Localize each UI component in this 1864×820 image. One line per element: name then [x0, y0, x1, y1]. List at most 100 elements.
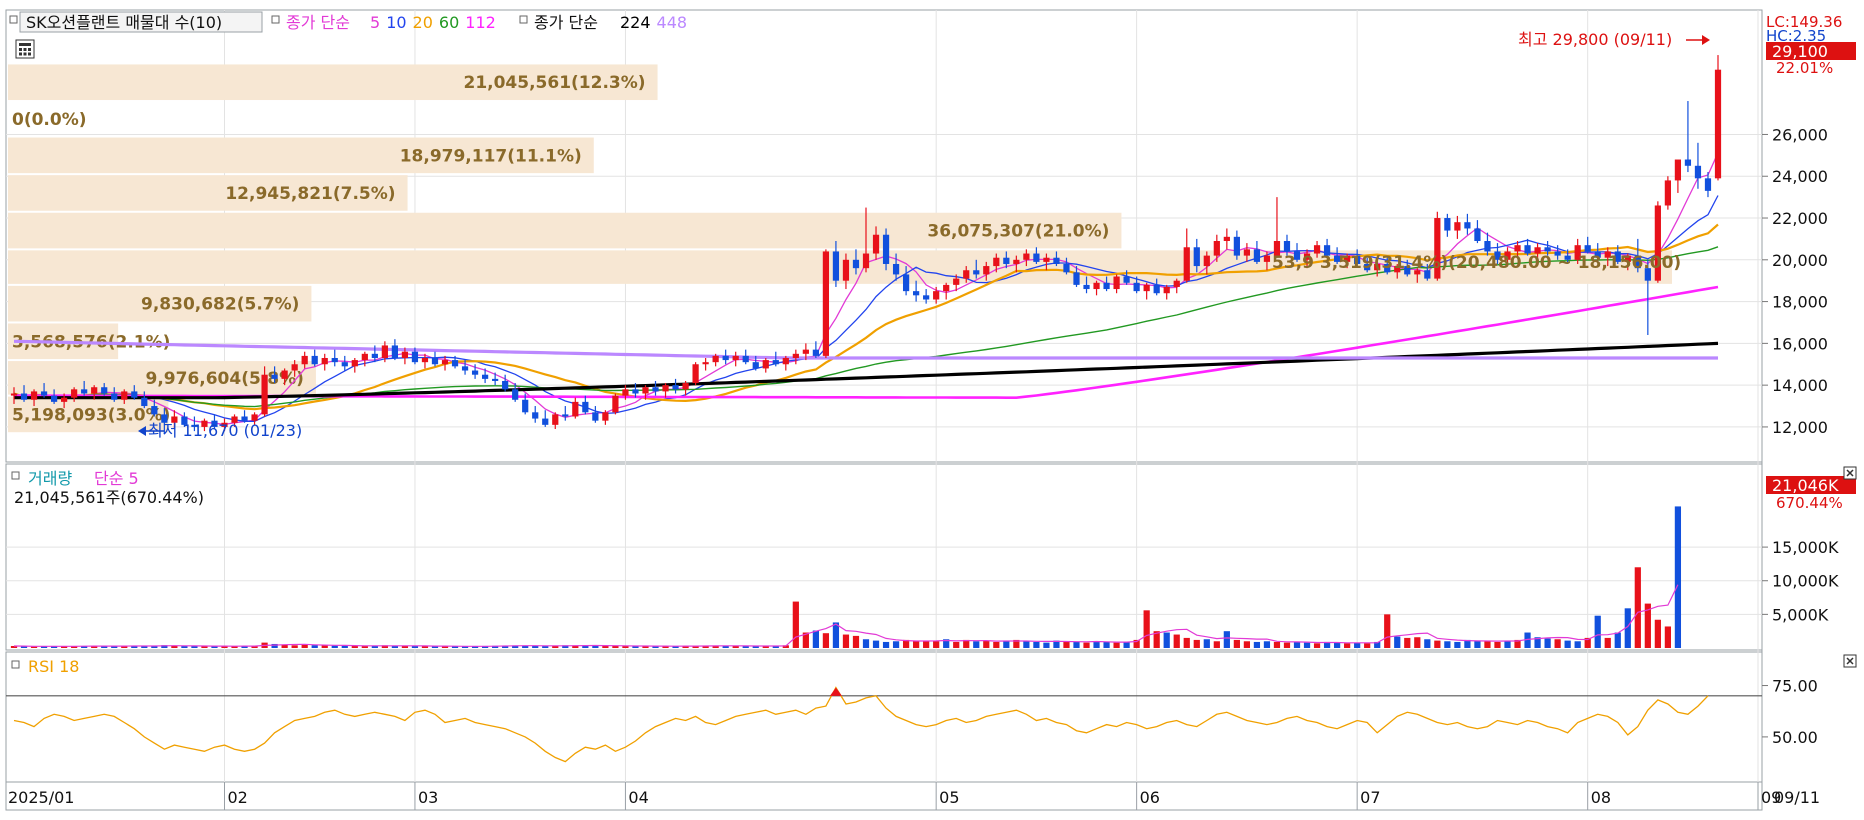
rsi-legend-box-icon[interactable]: [11, 660, 20, 669]
candle-body: [481, 374, 489, 379]
candle-body: [271, 374, 278, 379]
rsi-close-icon[interactable]: [1843, 654, 1857, 668]
volume-bar: [772, 645, 779, 648]
candle-body: [842, 259, 850, 281]
volume-bar: [682, 645, 689, 648]
volume-bar: [672, 646, 679, 648]
profile-label: 5,198,093(3.0%): [12, 405, 170, 425]
legend-box-icon[interactable]: [9, 15, 18, 24]
candle-body: [983, 266, 990, 275]
ma-line-10: [13, 195, 1719, 422]
volume-legend-box-icon[interactable]: [11, 471, 20, 480]
ma-period-label[interactable]: 60: [439, 13, 459, 32]
candle-body: [1283, 241, 1291, 252]
x-axis-label: 03: [418, 788, 438, 807]
candle-body: [61, 397, 68, 402]
volume-bar: [963, 639, 970, 648]
ma-period-label[interactable]: 5: [370, 13, 380, 32]
volume-bar: [1424, 639, 1431, 648]
candle-body: [832, 251, 840, 281]
volume-bar: [131, 645, 138, 648]
volume-bar: [1574, 641, 1581, 648]
candle-body: [1073, 272, 1080, 285]
volume-bar: [221, 645, 228, 648]
candle-body: [1474, 228, 1481, 241]
volume-bar: [1173, 634, 1180, 648]
volume-bar: [892, 641, 900, 648]
candle-body: [1564, 255, 1571, 260]
candle-body: [923, 295, 930, 300]
rsi-axis-label: 50.00: [1772, 728, 1818, 747]
candle-body: [1544, 247, 1551, 252]
candle-body: [782, 357, 789, 365]
volume-bar: [1273, 641, 1281, 648]
x-axis-label: 07: [1360, 788, 1380, 807]
volume-bar: [61, 646, 68, 648]
ma-line-60: [13, 246, 1719, 408]
volume-bar: [101, 645, 108, 648]
volume-bar: [111, 646, 118, 648]
candle-body: [371, 353, 378, 358]
candle-body: [351, 360, 358, 367]
candlestick-series: [10, 55, 1722, 434]
candle-body: [702, 362, 709, 365]
candle-body: [802, 349, 809, 354]
volume-bar: [722, 645, 729, 648]
candle-body: [1313, 245, 1321, 254]
rsi-series: [13, 686, 1709, 763]
volume-change-label: 670.44%: [1776, 494, 1843, 512]
ma-period-label[interactable]: 10: [386, 13, 406, 32]
volume-bar: [1534, 637, 1541, 648]
profile-bar: [8, 285, 312, 322]
volume-bar: [973, 641, 980, 648]
ma2-legend-box-icon[interactable]: [519, 15, 528, 24]
calculator-icon[interactable]: [15, 39, 35, 59]
volume-bar: [371, 645, 378, 648]
candle-body: [1133, 282, 1140, 292]
current-price-label: 29,100: [1772, 42, 1828, 61]
ma-period-label[interactable]: 448: [657, 13, 688, 32]
volume-bar: [612, 645, 619, 648]
volume-bar: [40, 646, 48, 648]
x-axis-label: 06: [1140, 788, 1160, 807]
candle-body: [592, 412, 599, 421]
candle-body: [1233, 236, 1240, 256]
volume-bar: [652, 646, 659, 648]
price-axis-label: 20,000: [1772, 251, 1828, 270]
candle-body: [461, 366, 469, 371]
candle-body: [171, 416, 178, 423]
xaxis-frame: [5, 781, 1763, 811]
profile-bar: [8, 64, 658, 101]
profile-label: 9,830,682(5.7%): [141, 295, 299, 315]
candle-body: [1414, 270, 1421, 275]
volume-axis-label: 15,000K: [1772, 538, 1839, 557]
candle-body: [81, 389, 88, 394]
ma-period-label[interactable]: 20: [413, 13, 433, 32]
candle-body: [1404, 266, 1411, 275]
ma-period-label[interactable]: 112: [465, 13, 496, 32]
candle-body: [1003, 257, 1010, 264]
candle-body: [1083, 284, 1090, 290]
volume-close-icon[interactable]: [1843, 466, 1857, 480]
profile-label: 0(0.0%): [12, 110, 87, 130]
stock-label-box[interactable]: [19, 11, 263, 33]
candle-body: [732, 355, 739, 361]
ma-legend-box-icon[interactable]: [271, 15, 280, 24]
candle-body: [913, 291, 920, 296]
volume-bar: [481, 645, 489, 648]
candle-body: [1354, 255, 1361, 264]
candle-body: [1333, 255, 1341, 262]
candle-body: [1634, 255, 1641, 269]
ma-period-label[interactable]: 224: [620, 13, 651, 32]
volume-title: 거래량: [28, 469, 72, 488]
volume-bar: [301, 644, 308, 648]
candle-body: [471, 370, 479, 375]
candle-body: [1243, 249, 1251, 256]
volume-bar: [782, 645, 789, 648]
candle-body: [1484, 241, 1491, 252]
volume-bar: [1013, 639, 1020, 648]
volume-bar: [572, 645, 579, 648]
volume-bar: [1544, 638, 1551, 648]
